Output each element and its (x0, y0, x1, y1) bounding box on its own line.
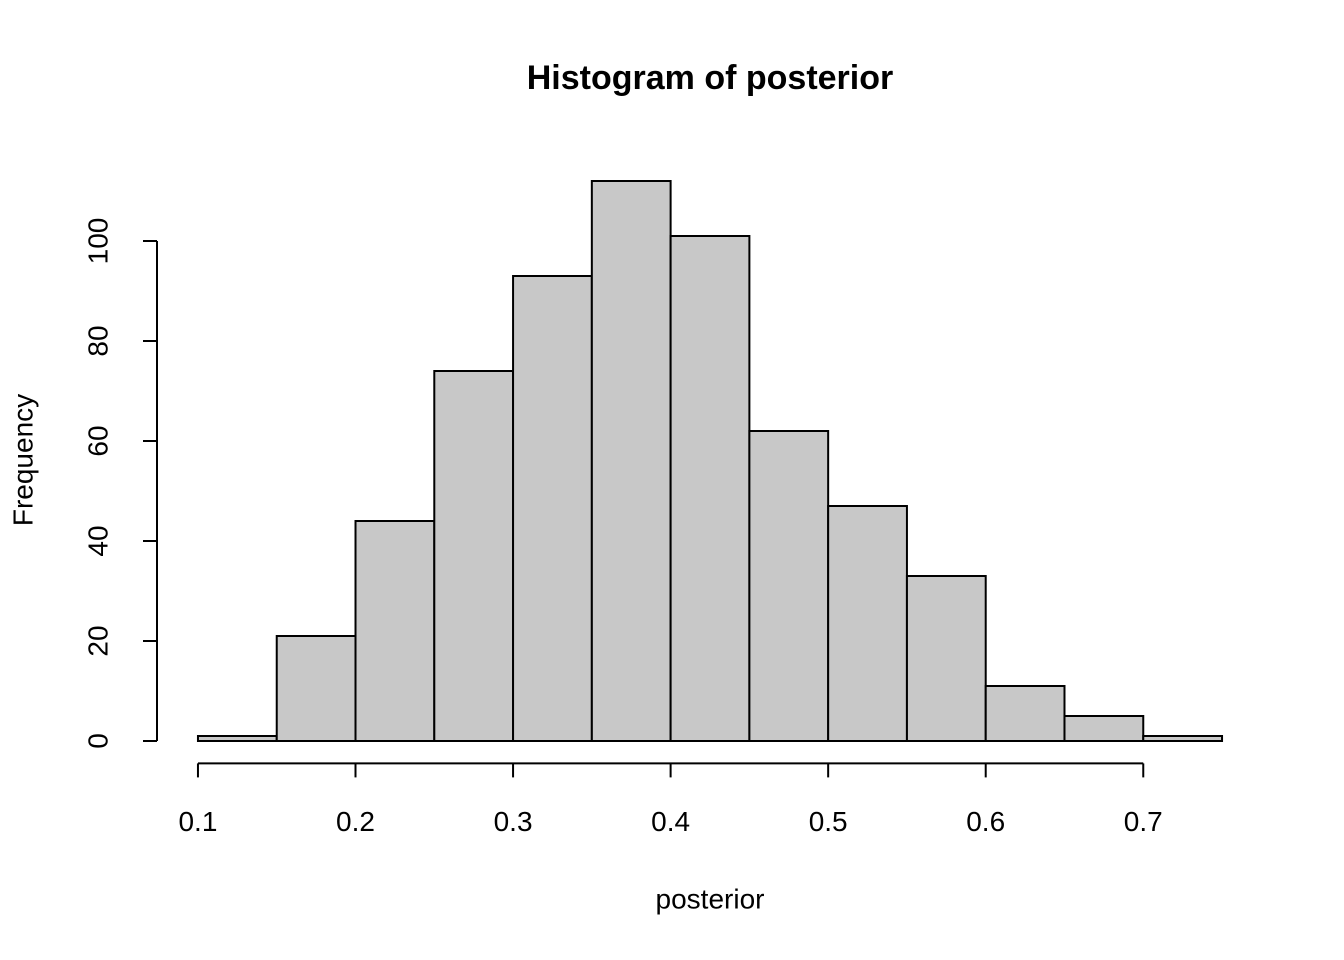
x-tick-label: 0.2 (336, 806, 375, 837)
bar (196, 735, 278, 742)
x-tick-label: 0.4 (651, 806, 690, 837)
bar (827, 505, 908, 742)
bar (433, 370, 515, 742)
bar (354, 520, 436, 742)
x-tick-label: 0.7 (1124, 806, 1163, 837)
x-tick-label: 0.3 (494, 806, 533, 837)
y-tick-label: 100 (82, 218, 113, 265)
y-tick-label: 0 (82, 733, 113, 749)
chart-title: Histogram of posterior (527, 59, 893, 97)
bar (512, 275, 593, 742)
y-tick-label: 60 (82, 425, 113, 456)
bar (905, 575, 987, 742)
x-tick-label: 0.5 (809, 806, 848, 837)
y-tick-label: 20 (82, 625, 113, 656)
x-tick-label: 0.1 (178, 806, 217, 837)
y-tick-label: 80 (82, 325, 113, 356)
bar (984, 685, 1066, 742)
bar (590, 180, 672, 742)
bar (669, 235, 751, 742)
y-axis-label: Frequency (7, 394, 38, 526)
x-tick-label: 0.6 (966, 806, 1005, 837)
bar (1142, 735, 1224, 742)
y-tick-label: 40 (82, 525, 113, 556)
bar (748, 430, 830, 742)
bar (275, 635, 357, 742)
bar (1063, 715, 1145, 742)
x-axis-label: posterior (656, 883, 765, 914)
